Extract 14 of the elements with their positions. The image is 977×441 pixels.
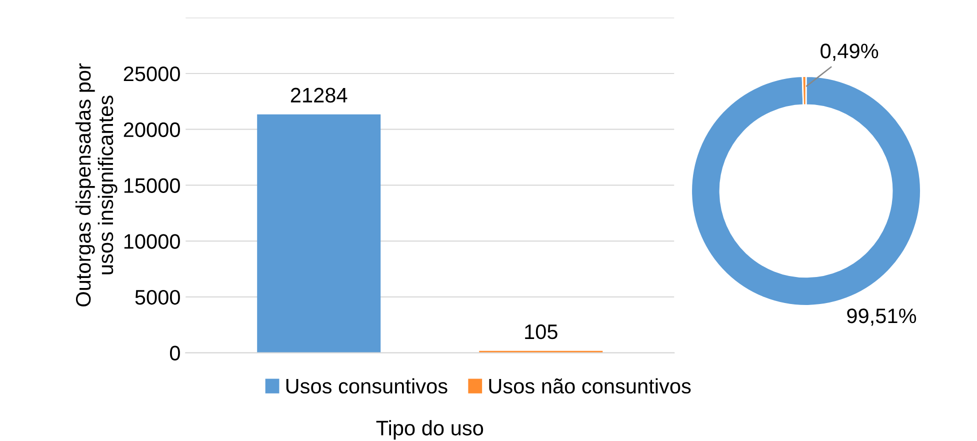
- y-axis-title: Outorgas dispensadas por usos insignificantes: [75, 63, 118, 306]
- data-label: 0,49%: [820, 44, 878, 61]
- x-axis-title: Tipo do uso: [376, 420, 484, 440]
- data-label: 105: [525, 324, 558, 340]
- y-tick-label: 0: [170, 346, 180, 361]
- legend-label: Usos não consuntivos: [489, 378, 691, 394]
- data-label: 99,51%: [847, 308, 916, 326]
- y-tick-label: 5000: [135, 290, 180, 305]
- legend-label: Usos consuntivos: [286, 378, 448, 394]
- y-tick-label: 25000: [124, 66, 180, 82]
- data-label: 21284: [290, 88, 348, 103]
- y-tick-label: 15000: [124, 178, 180, 193]
- y-tick-label: 20000: [124, 122, 180, 138]
- y-tick-label: 10000: [124, 234, 180, 249]
